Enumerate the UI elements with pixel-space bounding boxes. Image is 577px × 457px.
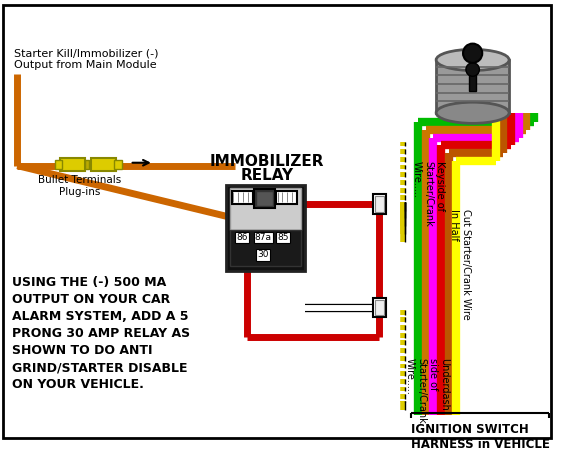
Bar — [85, 160, 89, 170]
Text: 30: 30 — [257, 250, 269, 259]
Bar — [374, 197, 384, 212]
Circle shape — [463, 43, 482, 63]
Text: USING THE (-) 500 MA
OUTPUT ON YOUR CAR
ALARM SYSTEM, ADD A 5
PRONG 30 AMP RELAY: USING THE (-) 500 MA OUTPUT ON YOUR CAR … — [12, 276, 190, 391]
Text: Keyside of
Starter/Crank
Wire.....: Keyside of Starter/Crank Wire..... — [411, 161, 445, 227]
Text: IMMOBILIZER: IMMOBILIZER — [210, 154, 324, 169]
Text: Output from Main Module: Output from Main Module — [14, 60, 157, 70]
Bar — [469, 69, 477, 90]
Bar — [254, 189, 275, 208]
Text: Bullet Terminals
Plug-ins: Bullet Terminals Plug-ins — [38, 175, 121, 197]
Bar — [230, 230, 301, 266]
Bar — [276, 191, 297, 204]
Bar — [374, 300, 384, 315]
Text: Underdash
side of
Starter/Crank
Wire.....: Underdash side of Starter/Crank Wire....… — [405, 358, 449, 424]
Text: 86: 86 — [237, 233, 248, 242]
Bar — [59, 158, 85, 171]
Text: 85: 85 — [278, 233, 289, 242]
Circle shape — [466, 63, 479, 76]
Text: IGNITION SWITCH
HARNESS in VEHICLE: IGNITION SWITCH HARNESS in VEHICLE — [411, 423, 550, 451]
Bar — [91, 158, 116, 171]
Bar — [114, 160, 122, 170]
Bar — [226, 185, 305, 271]
Text: Cut Starter/Crank Wire
In Half: Cut Starter/Crank Wire In Half — [449, 209, 471, 319]
Bar — [256, 191, 273, 206]
Bar — [231, 191, 253, 204]
Text: Starter Kill/Immobilizer (-): Starter Kill/Immobilizer (-) — [14, 48, 159, 58]
Bar — [436, 60, 509, 113]
Text: RELAY: RELAY — [241, 168, 294, 182]
Bar — [230, 188, 301, 230]
Bar — [373, 298, 386, 318]
Ellipse shape — [436, 102, 509, 123]
Text: 87a: 87a — [254, 233, 272, 242]
Ellipse shape — [436, 49, 509, 70]
Bar — [373, 194, 386, 214]
Bar — [55, 160, 62, 170]
